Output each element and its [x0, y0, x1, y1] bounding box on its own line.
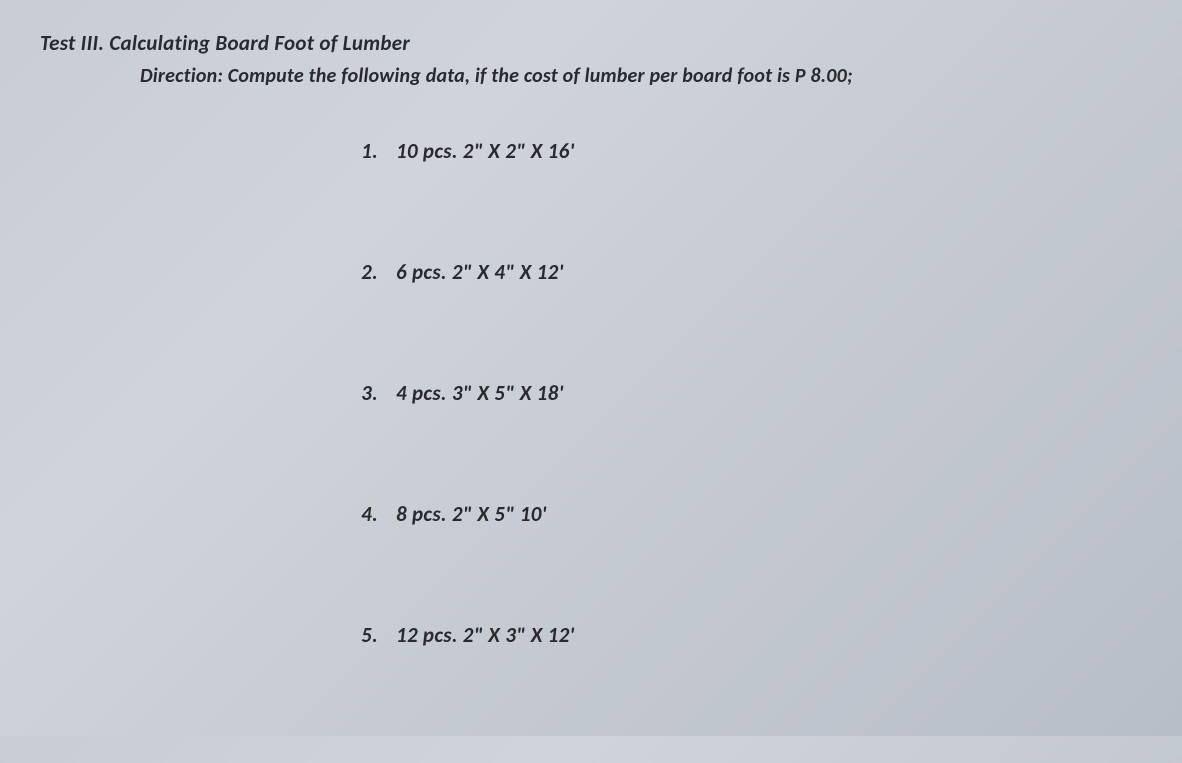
item-text: 12 pcs. 2" X 3" X 12' — [396, 622, 1142, 648]
item-text: 4 pcs. 3" X 5" X 18' — [396, 380, 1142, 406]
test-title: Test III. Calculating Board Foot of Lumb… — [40, 30, 1142, 56]
direction-text: Direction: Compute the following data, i… — [140, 64, 1142, 88]
item-text: 10 pcs. 2" X 2" X 16' — [396, 138, 1142, 164]
item-number: 4. — [340, 501, 378, 527]
item-number: 3. — [340, 380, 378, 406]
item-number: 2. — [340, 259, 378, 285]
list-item: 3. 4 pcs. 3" X 5" X 18' — [340, 380, 1142, 406]
list-item: 5. 12 pcs. 2" X 3" X 12' — [340, 622, 1142, 648]
document-page: Test III. Calculating Board Foot of Lumb… — [0, 0, 1182, 763]
list-item: 2. 6 pcs. 2" X 4" X 12' — [340, 259, 1142, 285]
item-number: 1. — [340, 138, 378, 164]
item-number: 5. — [340, 622, 378, 648]
list-item: 1. 10 pcs. 2" X 2" X 16' — [340, 138, 1142, 164]
item-text: 6 pcs. 2" X 4" X 12' — [396, 259, 1142, 285]
items-list: 1. 10 pcs. 2" X 2" X 16' 2. 6 pcs. 2" X … — [340, 138, 1142, 648]
item-text: 8 pcs. 2" X 5" 10' — [396, 501, 1142, 527]
list-item: 4. 8 pcs. 2" X 5" 10' — [340, 501, 1142, 527]
